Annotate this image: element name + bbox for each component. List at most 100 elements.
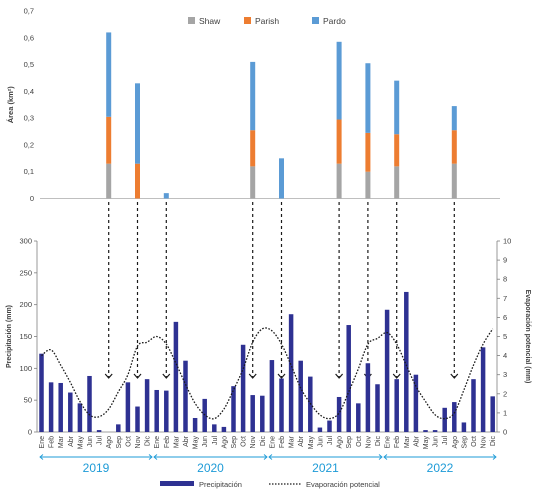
y-tick-label: 0,4 xyxy=(24,87,34,96)
legend-label-precipitation: Precipitación xyxy=(199,480,242,489)
month-tick-label: Feb xyxy=(49,436,56,448)
month-tick-label: Ene xyxy=(385,436,392,449)
month-tick-label: Mar xyxy=(173,435,180,448)
y-tick-label-left: 150 xyxy=(19,332,32,341)
month-tick-label: Feb xyxy=(394,436,401,448)
month-tick-label: Dic xyxy=(260,436,267,447)
bar-pardo xyxy=(135,83,140,164)
precipitation-bar xyxy=(48,382,54,432)
month-tick-label: Sep xyxy=(346,436,353,449)
month-tick-label: Jul xyxy=(212,436,219,445)
year-label: 2022 xyxy=(427,461,454,475)
bar-pardo xyxy=(106,32,112,117)
month-tick-label: Abr xyxy=(413,435,420,447)
connector-arrows xyxy=(104,202,459,379)
month-tick-label: Abr xyxy=(68,435,75,447)
month-tick-label: Mar xyxy=(404,435,411,448)
month-tick-label: Sep xyxy=(461,436,468,449)
bar-parish xyxy=(336,119,342,164)
y-tick-label-left: 50 xyxy=(24,396,32,405)
year-bracket-arrow-right xyxy=(492,454,497,460)
y-axis-label: Área (km²) xyxy=(6,86,15,124)
precipitation-bar xyxy=(461,422,467,432)
y-tick-label-left: 250 xyxy=(19,268,32,277)
connector-arrowhead xyxy=(248,373,257,379)
bar-shaw xyxy=(365,171,371,199)
precipitation-bar xyxy=(480,347,486,432)
month-tick-label: Ene xyxy=(39,436,46,449)
bar-parish xyxy=(106,116,112,164)
legend-label-pardo: Pardo xyxy=(323,16,346,26)
bar-parish xyxy=(135,163,140,199)
legend-swatch-shaw xyxy=(188,17,195,24)
y-tick-label: 0,6 xyxy=(24,33,34,42)
month-tick-label: Oct xyxy=(125,436,132,447)
month-tick-label: Ene xyxy=(269,436,276,449)
month-tick-label: Oct xyxy=(241,436,248,447)
legend-swatch-parish xyxy=(244,17,251,24)
bar-pardo xyxy=(451,106,457,131)
connector-arrowhead xyxy=(392,373,401,379)
y-tick-label: 0,1 xyxy=(24,167,34,176)
precipitation-bar xyxy=(116,424,121,432)
bar-pardo xyxy=(394,80,400,135)
month-tick-label: Sep xyxy=(116,436,123,449)
month-tick-label: Nov xyxy=(250,436,257,449)
y-axis-label-right: Evaporación potencial (mm) xyxy=(524,290,531,384)
y-tick-label-left: 200 xyxy=(19,300,32,309)
month-tick-label: Jun xyxy=(433,436,440,447)
month-tick-label: Nov xyxy=(365,436,372,449)
y-tick-label-right: 6 xyxy=(503,313,507,322)
precipitation-bar xyxy=(471,379,476,432)
y-tick-label-right: 10 xyxy=(503,237,511,246)
precipitation-bar xyxy=(212,424,217,432)
y-tick-label-right: 5 xyxy=(503,332,507,341)
month-tick-label: Ago xyxy=(221,436,228,449)
precipitation-bar xyxy=(250,395,255,432)
month-tick-label: Jun xyxy=(317,436,324,447)
bar-shaw xyxy=(106,163,112,199)
month-tick-label: Ago xyxy=(452,436,459,449)
year-bracket-arrow-right xyxy=(148,454,153,460)
y-tick-label-right: 7 xyxy=(503,294,507,303)
connector-arrowhead xyxy=(162,373,171,379)
precipitation-bar xyxy=(394,379,399,432)
year-bracket-arrow-right xyxy=(263,454,268,460)
month-tick-label: Dic xyxy=(145,436,152,447)
precipitation-bar xyxy=(404,291,409,432)
bar-shaw xyxy=(336,163,342,199)
legend-label-shaw: Shaw xyxy=(199,16,221,26)
precipitation-bar xyxy=(298,360,303,432)
bar-parish xyxy=(250,130,256,167)
legend-label-evaporation: Evaporación potencial xyxy=(306,480,380,489)
month-tick-label: Mar xyxy=(289,435,296,448)
bar-pardo xyxy=(336,41,342,120)
y-tick-label-left: 0 xyxy=(28,428,32,437)
month-tick-label: Dic xyxy=(375,436,382,447)
precipitation-bar xyxy=(336,396,342,432)
y-tick-label: 0,2 xyxy=(24,140,34,149)
y-tick-label: 0,7 xyxy=(24,7,34,16)
climate-chart: 0 50 100 150 200 250 300 0 1 2 3 4 5 6 7 8 9 10 Precipitac… xyxy=(6,237,531,490)
y-tick-label-right: 4 xyxy=(503,351,507,360)
year-bracket-arrow-left xyxy=(39,454,44,460)
bar-shaw xyxy=(250,166,256,199)
month-tick-label: Nov xyxy=(481,436,488,449)
connector-arrowhead xyxy=(277,373,286,379)
month-tick-label: Jul xyxy=(442,436,449,445)
precipitation-bar xyxy=(423,430,428,432)
precipitation-bar xyxy=(442,407,447,432)
precipitation-bar xyxy=(317,427,323,432)
y-tick-label-right: 2 xyxy=(503,389,507,398)
bar-parish xyxy=(394,134,400,167)
month-tick-label: Mar xyxy=(58,435,65,448)
year-bracket-arrow-left xyxy=(268,454,273,460)
precipitation-bar xyxy=(87,375,92,432)
month-tick-label: Abr xyxy=(298,435,305,447)
connector-arrowhead xyxy=(335,373,344,379)
month-tick-label: May xyxy=(77,436,84,450)
connector-arrowhead xyxy=(104,373,113,379)
bar-pardo xyxy=(279,158,284,199)
month-tick-label: Abr xyxy=(183,435,190,447)
